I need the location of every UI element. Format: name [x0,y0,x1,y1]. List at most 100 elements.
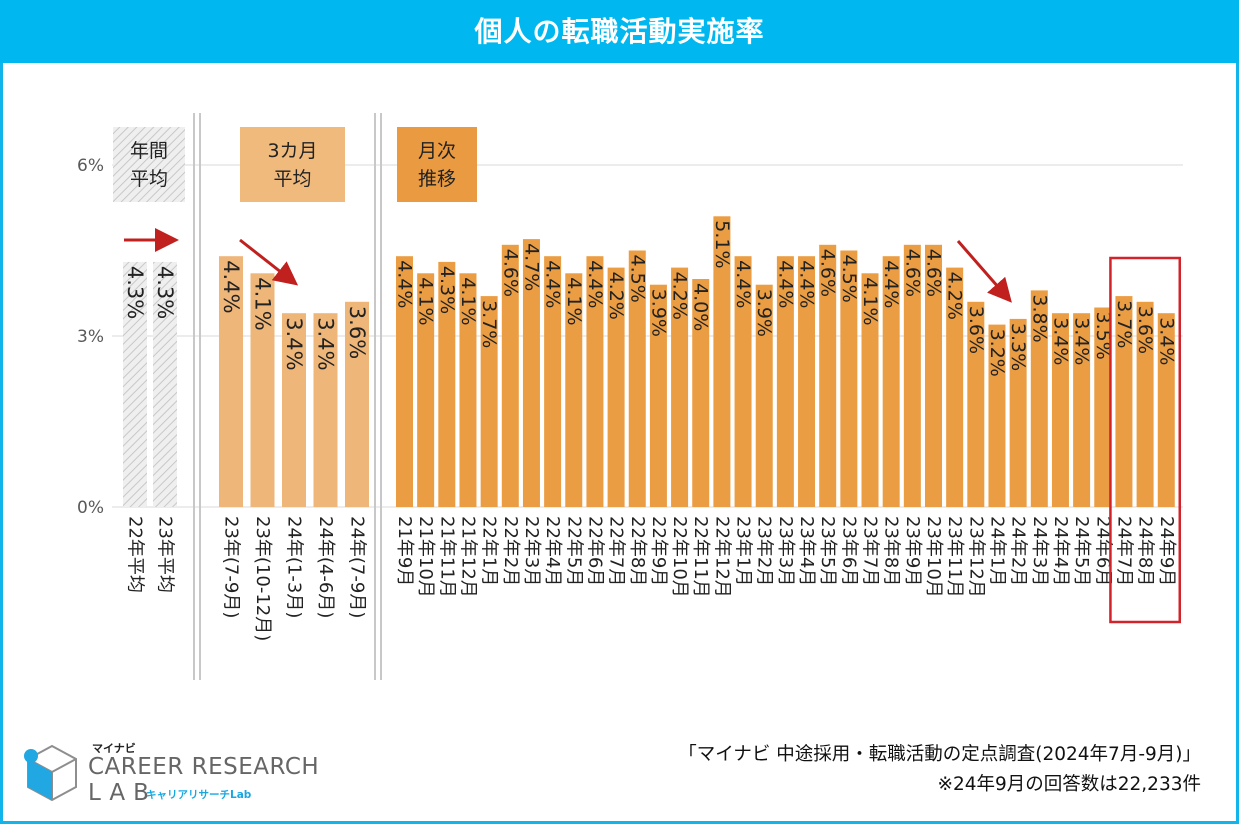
quarterly-category-label: 24年(1-3月) [284,516,305,618]
y-tick-label: 3% [77,327,104,347]
monthly-category-label: 22年11月 [690,516,711,598]
quarterly-bar [282,313,306,507]
monthly-bar [798,256,816,507]
monthly-bar [438,261,456,507]
monthly-category-label: 24年3月 [1029,516,1050,586]
monthly-value-label: 4.6% [499,249,521,297]
quarterly-category-label: 23年(7-9月) [221,516,242,618]
monthly-category-label: 24年8月 [1135,516,1156,586]
annual-header-box [113,127,185,202]
down-trend-arrow-icon [956,240,1012,303]
monthly-value-label: 3.4% [1049,317,1071,365]
monthly-value-label: 4.4% [774,260,796,308]
monthly-category-label: 22年3月 [521,516,542,586]
monthly-value-label: 4.2% [669,272,691,320]
annual-value-label: 4.3% [153,266,177,319]
monthly-bar [649,284,667,507]
monthly-bar [1009,318,1027,507]
monthly-bar [1073,313,1091,507]
monthly-bar [1094,307,1112,507]
down-trend-arrow-icon [239,238,299,286]
monthly-category-label: 22年5月 [563,516,584,586]
monthly-category-label: 23年1月 [733,516,754,586]
monthly-value-label: 4.1% [415,277,437,325]
monthly-category-label: 22年10月 [669,516,690,598]
monthly-bar [882,256,900,507]
monthly-value-label: 3.4% [1071,317,1093,365]
page-title: 個人の転職活動実施率 [0,0,1239,63]
monthly-category-label: 22年9月 [648,516,669,586]
monthly-category-label: 23年9月 [902,516,923,586]
monthly-category-label: 22年7月 [606,516,627,586]
monthly-category-label: 23年12月 [965,516,986,598]
monthly-category-label: 24年9月 [1156,516,1177,586]
monthly-bar [946,267,964,507]
monthly-value-label: 4.4% [880,260,902,308]
monthly-value-label: 4.4% [542,260,564,308]
monthly-value-label: 3.7% [478,300,500,348]
highlight-box [1109,256,1182,624]
monthly-bar [565,273,583,507]
monthly-bar [480,296,498,507]
monthly-bar [755,284,773,507]
monthly-bar [628,250,646,507]
logo-main: CAREER RESEARCH [88,754,320,780]
quarterly-category-label: 24年(4-6月) [315,516,336,618]
monthly-category-label: 23年5月 [817,516,838,586]
monthly-category-label: 24年6月 [1092,516,1113,586]
monthly-value-label: 4.4% [584,260,606,308]
quarterly-category-label: 23年(10-12月) [252,516,273,641]
source-text: 「マイナビ 中途採用・転職活動の定点調査(2024年7月-9月)」 [678,744,1201,765]
monthly-value-label: 4.0% [690,283,712,331]
source-note: 「マイナビ 中途採用・転職活動の定点調査(2024年7月-9月)」 ※24年9月… [678,740,1201,800]
quarterly-bar [250,273,275,507]
monthly-bar [671,267,689,507]
monthly-value-label: 4.1% [457,277,479,325]
monthly-bar [819,244,837,508]
quarterly-value-label: 3.4% [282,317,306,370]
monthly-bar [1115,296,1133,507]
monthly-category-label: 23年11月 [944,516,965,598]
monthly-value-label: 3.5% [1092,312,1114,360]
monthly-value-label: 4.6% [817,249,839,297]
quarterly-value-label: 3.4% [314,317,338,370]
quarterly-value-label: 3.6% [345,306,369,359]
monthly-header-text: 月次 [418,140,456,162]
monthly-bar [417,273,435,507]
monthly-bar [586,256,604,507]
monthly-bar [840,250,858,507]
monthly-category-label: 24年7月 [1113,516,1134,586]
monthly-category-label: 24年2月 [1008,516,1029,586]
monthly-category-label: 22年2月 [500,516,521,586]
monthly-value-label: 4.1% [859,277,881,325]
monthly-category-label: 23年10月 [923,516,944,598]
monthly-category-label: 22年1月 [479,516,500,586]
monthly-bar [692,279,710,507]
monthly-value-label: 4.4% [394,260,416,308]
monthly-bar [607,267,625,507]
monthly-value-label: 5.1% [711,220,733,268]
quarterly-category-label: 24年(7-9月) [347,516,368,618]
monthly-value-label: 3.9% [753,289,775,337]
monthly-value-label: 4.4% [732,260,754,308]
monthly-value-label: 4.6% [901,249,923,297]
annual-header-text: 平均 [130,168,168,190]
monthly-bar [967,301,985,507]
monthly-value-label: 4.5% [626,255,648,303]
monthly-category-label: 21年11月 [436,516,457,598]
monthly-category-label: 21年9月 [394,516,415,586]
quarterly-bar [219,256,243,507]
annual-bar [153,261,177,507]
y-tick-label: 6% [77,156,104,176]
monthly-value-label: 3.9% [647,289,669,337]
quarterly-value-label: 4.4% [219,260,243,313]
monthly-category-label: 21年10月 [415,516,436,598]
monthly-category-label: 23年4月 [796,516,817,586]
monthly-category-label: 23年8月 [881,516,902,586]
monthly-header-text: 推移 [418,168,456,190]
monthly-value-label: 4.1% [563,277,585,325]
quarterly-header-text: 平均 [273,168,311,190]
logo-sub: キャリアリサーチLab [146,789,252,801]
logo-lab: LAB [88,780,157,806]
